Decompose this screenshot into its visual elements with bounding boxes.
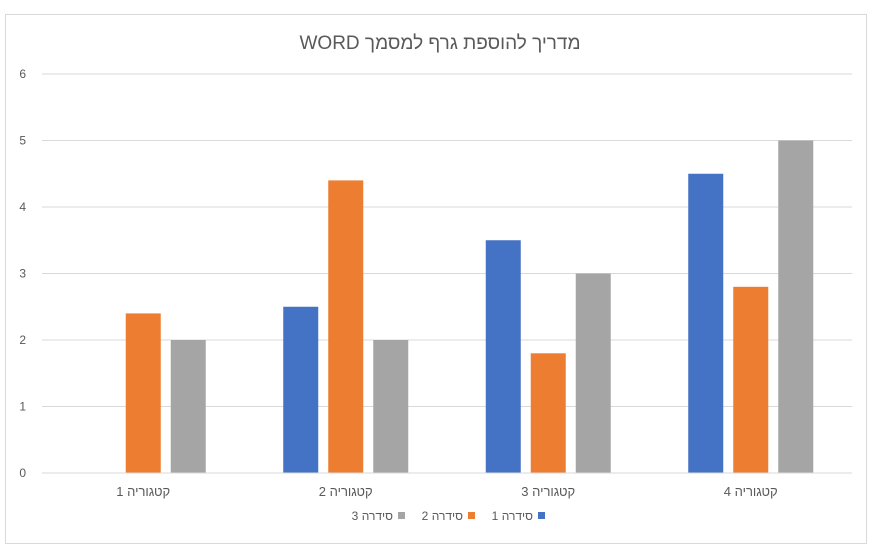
bar <box>530 353 566 473</box>
y-tick-label: 3 <box>19 267 26 281</box>
legend-swatch <box>398 512 405 519</box>
bar <box>688 173 724 473</box>
legend-label: סידרה 3 <box>352 509 393 523</box>
x-category-label: קטגוריה 4 <box>724 484 778 499</box>
bar <box>485 240 521 473</box>
y-axis-ticks: 0 1 2 3 4 5 6 <box>19 67 26 480</box>
y-tick-label: 4 <box>19 200 26 214</box>
bar <box>283 306 319 473</box>
y-tick-label: 5 <box>19 134 26 148</box>
bar <box>778 140 814 473</box>
chart-title: מדריך להוספת גרף למסמך WORD <box>299 33 580 54</box>
y-tick-label: 1 <box>19 400 26 414</box>
legend-swatch <box>468 512 475 519</box>
x-category-label: קטגוריה 3 <box>521 484 575 499</box>
legend-label: סידרה 1 <box>492 509 533 523</box>
legend: סידרה 1 סידרה 2 סידרה 3 <box>352 509 545 523</box>
x-category-label: קטגוריה 2 <box>319 484 373 499</box>
bar <box>170 340 206 473</box>
bar <box>328 180 364 473</box>
y-tick-label: 0 <box>19 466 26 480</box>
legend-label: סידרה 2 <box>422 509 463 523</box>
x-category-label: קטגוריה 1 <box>116 484 170 499</box>
bars <box>125 140 814 473</box>
x-axis: קטגוריה 1 קטגוריה 2 קטגוריה 3 קטגוריה 4 <box>42 472 852 499</box>
bar <box>373 340 409 473</box>
y-tick-label: 2 <box>19 333 26 347</box>
gridlines <box>42 73 852 407</box>
bar <box>125 313 161 473</box>
y-tick-label: 6 <box>19 67 26 81</box>
bar <box>733 286 769 473</box>
legend-swatch <box>538 512 545 519</box>
bar <box>575 273 611 473</box>
